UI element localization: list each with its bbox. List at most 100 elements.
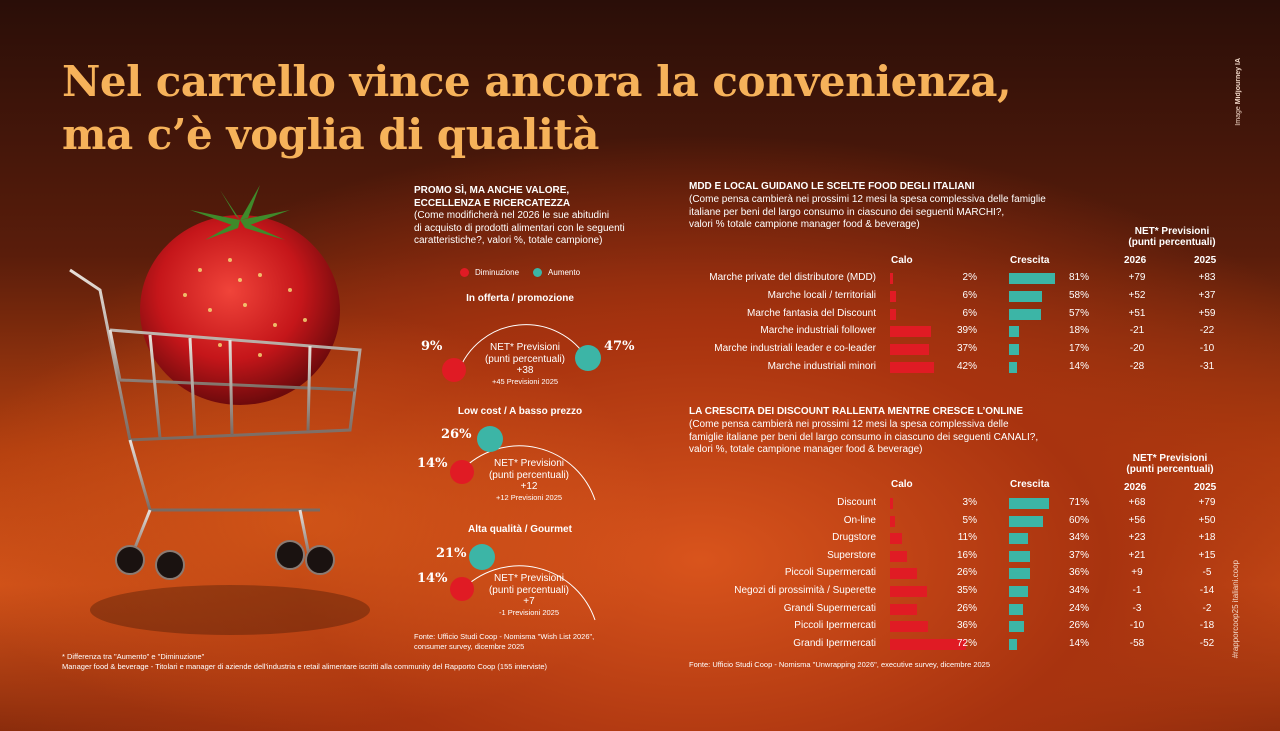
calo-bar xyxy=(890,273,893,284)
credit-prefix: Image xyxy=(1235,104,1242,126)
promo-subtitle-1: (Come modificherà nel 2026 le sue abitud… xyxy=(414,210,610,221)
calo-bar xyxy=(890,290,897,302)
row-label: Marche fantasia del Discount xyxy=(747,307,876,319)
crescita-value: 58% xyxy=(1068,289,1089,301)
crescita-bar xyxy=(1009,273,1056,284)
calo-value: 72% xyxy=(956,637,977,649)
crescita-bar xyxy=(1009,638,1017,650)
calo-bar xyxy=(890,533,902,545)
promo-source: Fonte: Ufficio Studi Coop - Nomisma "Wis… xyxy=(414,632,594,652)
calo-bar xyxy=(890,515,896,527)
crescita-bar xyxy=(1009,308,1042,320)
crescita-value: 71% xyxy=(1068,497,1089,508)
row-label: Negozi di prossimità / Superette xyxy=(734,585,876,596)
crescita-value: 26% xyxy=(1068,620,1089,632)
calo-bar xyxy=(890,603,918,615)
net-2025-value: -52 xyxy=(1199,637,1215,649)
calo-bar xyxy=(890,308,897,320)
title-line-1: Nel carrello vince ancora la convenienza… xyxy=(62,57,1012,106)
crescita-bar xyxy=(1009,603,1023,615)
promo-item-title: In offerta / promozione xyxy=(466,293,574,304)
net-header-2: (punti percentuali) xyxy=(1126,464,1214,475)
calo-value: 39% xyxy=(956,325,977,337)
promo-net-block: NET* Previsioni (punti percentuali) +7 -… xyxy=(474,573,584,617)
promo-up-value: 26% xyxy=(441,427,472,442)
promo-dot-up xyxy=(575,345,601,371)
calo-value: 3% xyxy=(962,497,977,508)
row-label: Superstore xyxy=(827,549,876,561)
net-2026-value: -58 xyxy=(1129,637,1145,649)
crescita-bar xyxy=(1009,344,1019,356)
legend-red-dot xyxy=(460,268,469,277)
title-line-2: ma c’è voglia di qualità xyxy=(62,110,599,159)
col-header-calo: Calo xyxy=(891,255,913,266)
net-value: +38 xyxy=(516,365,534,376)
net-2026-value: -3 xyxy=(1132,602,1142,614)
promo-arc xyxy=(442,324,601,382)
table2-title: LA CRESCITA DEI DISCOUNT RALLENTA MENTRE… xyxy=(689,406,1024,417)
crescita-value: 60% xyxy=(1068,514,1089,526)
row-label: Marche industriali minori xyxy=(767,361,876,372)
table2-net-header: NET* Previsioni (punti percentuali) xyxy=(1120,453,1220,475)
promo-arc xyxy=(450,426,596,501)
promo-item-title: Low cost / A basso prezzo xyxy=(457,406,583,417)
table1-subtitle-3: valori % totale campione manager food & … xyxy=(689,219,920,230)
promo-section: PROMO SÌ, MA ANCHE VALORE, ECCELLENZA E … xyxy=(414,185,674,248)
net-2026-value: +79 xyxy=(1128,272,1146,283)
promo-source-2: consumer survey, dicembre 2025 xyxy=(414,642,525,651)
crescita-value: 36% xyxy=(1068,567,1089,579)
net-label: NET* Previsioni xyxy=(493,458,565,469)
crescita-value: 17% xyxy=(1068,343,1089,355)
page-title: Nel carrello vince ancora la convenienza… xyxy=(62,55,1012,161)
net-2025-value: -18 xyxy=(1199,620,1215,632)
promo-dot-down xyxy=(442,358,466,382)
promo-item-title: Alta qualità / Gourmet xyxy=(468,524,572,535)
row-label: Drugstore xyxy=(832,532,876,544)
calo-bar xyxy=(890,568,918,580)
table2-header: LA CRESCITA DEI DISCOUNT RALLENTA MENTRE… xyxy=(689,406,1129,457)
crescita-bar xyxy=(1009,568,1030,580)
promo-up-value: 47% xyxy=(604,339,635,354)
row-label: Discount xyxy=(837,497,876,508)
table-source: Fonte: Ufficio Studi Coop - Nomisma "Unw… xyxy=(689,660,991,669)
promo-subtitle-3: caratteristiche?, valori %, totale campi… xyxy=(414,235,603,246)
promo-down-value: 14% xyxy=(417,571,448,586)
row-label: On-line xyxy=(843,514,876,526)
footnote-2: Manager food & beverage - Titolari e man… xyxy=(62,662,548,671)
calo-bar xyxy=(890,586,927,597)
crescita-value: 57% xyxy=(1068,307,1089,319)
net-2025-value: +18 xyxy=(1198,532,1216,544)
promo-subtitle-2: di acquisto di prodotti alimentari con l… xyxy=(414,222,625,234)
net-2026-value: +56 xyxy=(1128,514,1146,526)
table2-subtitle-3: valori %, totale campione manager food &… xyxy=(689,444,923,455)
promo-legend: Diminuzione Aumento xyxy=(460,268,580,277)
net-2026-value: +68 xyxy=(1128,497,1146,508)
calo-value: 36% xyxy=(956,620,977,632)
calo-bar xyxy=(890,498,894,509)
table1-net-header: NET* Previsioni (punti percentuali) xyxy=(1124,226,1220,248)
net-header-1: NET* Previsioni xyxy=(1132,453,1208,464)
crescita-bar xyxy=(1009,533,1029,545)
col-header-2025: 2025 xyxy=(1194,255,1217,266)
legend-down-label: Diminuzione xyxy=(475,268,520,277)
net-2025-value: +37 xyxy=(1198,289,1216,301)
net-label: NET* Previsioni xyxy=(489,342,561,353)
calo-value: 5% xyxy=(962,514,977,526)
promo-dot-down xyxy=(450,577,474,601)
promo-up-value: 21% xyxy=(436,546,467,561)
promo-arc xyxy=(450,544,596,621)
crescita-value: 81% xyxy=(1068,272,1089,283)
calo-value: 6% xyxy=(962,289,977,301)
net-2026-value: +52 xyxy=(1128,289,1146,301)
crescita-bar xyxy=(1009,621,1024,633)
net-2026-value: -1 xyxy=(1132,585,1142,596)
net-2025-value: +50 xyxy=(1198,514,1216,526)
net-header-1: NET* Previsioni xyxy=(1134,226,1210,237)
calo-bar xyxy=(890,344,930,356)
promo-net-block: NET* Previsioni (punti percentuali) +12 … xyxy=(474,458,584,502)
promo-heading-2: ECCELLENZA E RICERCATEZZA xyxy=(414,197,571,209)
net-value: +7 xyxy=(523,596,535,607)
net-2026-value: +23 xyxy=(1128,532,1146,544)
footnote: * Differenza tra "Aumento" e "Diminuzion… xyxy=(62,652,547,672)
table1-subtitle-2: italiane per beni del largo consumo in c… xyxy=(689,206,1005,218)
